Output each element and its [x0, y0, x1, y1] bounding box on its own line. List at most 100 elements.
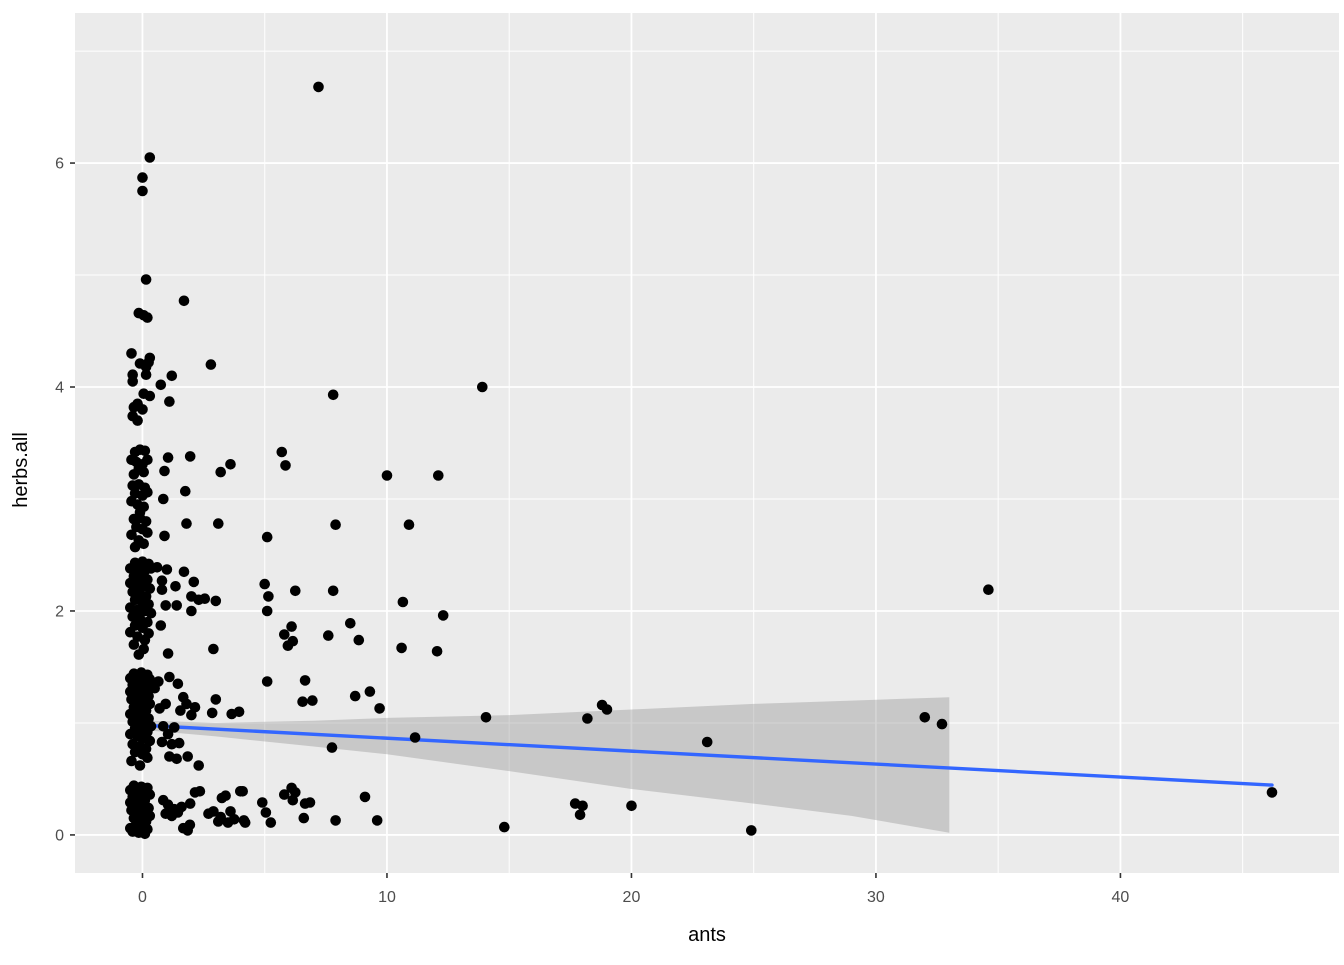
- data-point: [140, 361, 152, 373]
- data-point: [276, 446, 288, 458]
- data-point: [330, 815, 341, 826]
- data-point: [290, 585, 301, 597]
- data-point: [137, 172, 148, 183]
- data-point: [127, 376, 138, 387]
- x-tick-label: 0: [138, 889, 147, 906]
- data-point: [261, 605, 273, 617]
- y-tick-label: 6: [55, 156, 64, 173]
- data-point: [160, 600, 171, 611]
- data-point: [260, 807, 272, 818]
- data-point: [263, 591, 274, 602]
- data-point: [299, 675, 311, 686]
- data-point: [307, 695, 318, 706]
- data-point: [162, 648, 174, 659]
- data-point: [213, 816, 224, 827]
- data-point: [178, 295, 190, 307]
- data-point: [409, 732, 421, 743]
- data-point: [133, 649, 145, 660]
- data-point: [233, 706, 245, 718]
- data-point: [158, 493, 169, 505]
- data-point: [381, 470, 393, 481]
- x-tick-label: 30: [867, 889, 885, 906]
- y-axis-title: herbs.all: [10, 432, 32, 508]
- x-tick-label: 20: [623, 889, 641, 906]
- data-point: [149, 682, 160, 694]
- data-point: [239, 817, 251, 828]
- data-point: [323, 630, 334, 641]
- data-point: [159, 465, 170, 477]
- data-point: [166, 370, 178, 382]
- data-point: [349, 690, 361, 702]
- data-point: [154, 703, 165, 714]
- data-point: [171, 753, 182, 765]
- data-point: [210, 694, 222, 705]
- data-point: [138, 538, 149, 550]
- data-point: [279, 789, 290, 800]
- data-point: [142, 454, 153, 466]
- data-point: [626, 800, 637, 812]
- data-point: [137, 185, 148, 197]
- data-point: [142, 312, 153, 323]
- data-point: [186, 709, 197, 721]
- data-point: [280, 460, 291, 471]
- data-point: [261, 676, 273, 687]
- data-point: [139, 828, 151, 840]
- data-point: [129, 541, 141, 553]
- data-point: [327, 389, 339, 401]
- data-point: [151, 562, 163, 573]
- data-point: [164, 396, 175, 407]
- data-point: [213, 518, 224, 529]
- data-point: [144, 390, 156, 402]
- y-tick-label: 4: [55, 380, 64, 397]
- scatter-points: [125, 81, 1278, 840]
- data-point: [433, 470, 444, 481]
- data-point: [327, 585, 339, 597]
- data-point: [182, 751, 193, 762]
- data-point: [257, 797, 268, 808]
- data-point: [181, 698, 192, 710]
- data-point: [155, 620, 167, 631]
- data-point: [172, 678, 184, 690]
- data-point: [208, 806, 219, 817]
- data-point: [156, 736, 168, 748]
- data-point: [601, 704, 613, 715]
- plot-panel: [75, 13, 1339, 873]
- data-point: [298, 812, 310, 824]
- data-point: [128, 401, 140, 413]
- data-point: [188, 576, 200, 588]
- data-point: [304, 797, 316, 808]
- data-point: [235, 786, 246, 797]
- y-tick-label: 2: [55, 603, 64, 620]
- x-tick-label: 40: [1112, 889, 1130, 906]
- data-point: [208, 643, 219, 655]
- data-point: [126, 755, 137, 767]
- data-point: [142, 752, 153, 763]
- data-point: [345, 618, 356, 629]
- data-point: [156, 575, 168, 586]
- data-point: [171, 600, 182, 611]
- data-point: [499, 821, 510, 833]
- data-point: [156, 584, 168, 595]
- data-point: [1266, 787, 1278, 798]
- data-point: [184, 451, 196, 462]
- data-point: [162, 728, 174, 740]
- data-point: [437, 610, 449, 621]
- data-point: [225, 806, 236, 817]
- data-point: [222, 817, 234, 828]
- data-point: [396, 642, 407, 654]
- data-point: [182, 825, 193, 836]
- data-point: [169, 722, 180, 733]
- data-point: [176, 801, 187, 813]
- data-point: [199, 593, 211, 604]
- data-point: [480, 712, 492, 723]
- data-point: [140, 274, 152, 285]
- data-point: [374, 703, 385, 714]
- data-point: [936, 718, 948, 730]
- data-point: [128, 469, 140, 480]
- axis-tick-labels: 0 10 20 30 40 0 2 4 6: [55, 156, 1129, 906]
- data-point: [574, 809, 586, 821]
- data-point: [353, 634, 365, 646]
- data-point: [194, 786, 206, 797]
- data-point: [259, 578, 271, 590]
- data-point: [134, 760, 146, 771]
